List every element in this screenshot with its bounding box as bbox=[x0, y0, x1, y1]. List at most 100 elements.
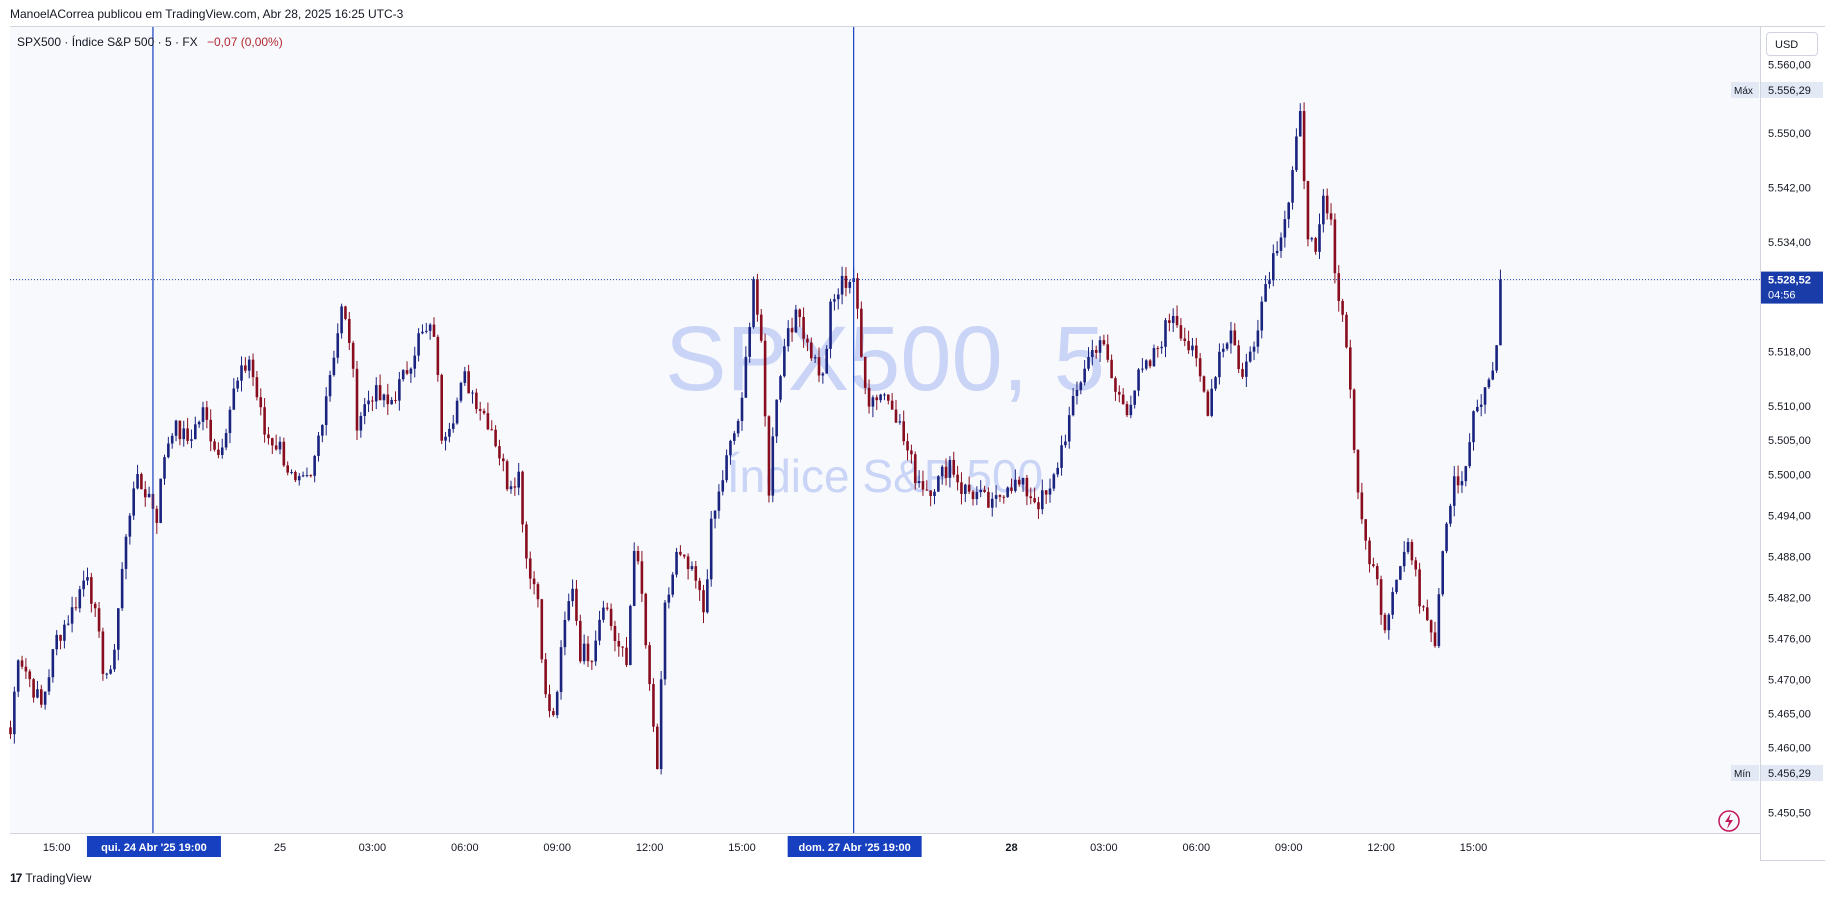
candle-body bbox=[217, 449, 220, 455]
candle-body bbox=[1083, 368, 1086, 383]
candle-body bbox=[848, 281, 852, 288]
candle-body bbox=[40, 689, 43, 705]
candle-body bbox=[448, 428, 451, 437]
candle-body bbox=[1017, 479, 1021, 485]
candle-body bbox=[652, 684, 655, 727]
candle-body bbox=[917, 481, 921, 484]
candle-body bbox=[733, 433, 736, 441]
candle-body bbox=[929, 490, 932, 497]
candle-body bbox=[1449, 505, 1452, 524]
candle-body bbox=[413, 355, 417, 369]
candle-body bbox=[686, 556, 690, 570]
candle-body bbox=[717, 491, 721, 511]
candle-body bbox=[390, 399, 393, 405]
candle-body bbox=[16, 660, 20, 692]
candle-body bbox=[813, 357, 817, 359]
candle-body bbox=[498, 446, 501, 459]
candle-body bbox=[940, 466, 944, 477]
price-axis[interactable] bbox=[1760, 27, 1825, 860]
candle-body bbox=[913, 454, 917, 484]
candle-body bbox=[1218, 351, 1221, 378]
candle-body bbox=[201, 407, 205, 422]
candle-body bbox=[355, 368, 359, 431]
candle-body bbox=[1152, 348, 1156, 367]
candle-body bbox=[671, 574, 674, 595]
candle-body bbox=[1433, 632, 1437, 647]
currency-button[interactable]: USD bbox=[1766, 32, 1818, 56]
candle-body bbox=[428, 324, 432, 331]
candle-body bbox=[436, 336, 440, 375]
candle-body bbox=[1248, 351, 1252, 362]
candle-body bbox=[1306, 181, 1310, 240]
candle-body bbox=[1368, 540, 1371, 565]
candle-body bbox=[1037, 502, 1040, 510]
candle-body bbox=[86, 577, 89, 581]
candle-body bbox=[90, 577, 93, 604]
candle-body bbox=[829, 301, 832, 349]
candle-body bbox=[706, 579, 709, 613]
candle-body bbox=[902, 421, 905, 442]
candle-body bbox=[567, 601, 571, 620]
date-marker-label: dom. 27 Abr '25 19:00 bbox=[799, 842, 911, 854]
candle-body bbox=[613, 625, 617, 642]
candle-body bbox=[1460, 481, 1464, 486]
candle-body bbox=[1168, 320, 1171, 323]
candle-body bbox=[1256, 330, 1260, 347]
plot-area[interactable] bbox=[10, 27, 1760, 833]
candle-body bbox=[609, 608, 613, 626]
low-price-label-bg bbox=[1761, 764, 1823, 781]
candle-body bbox=[51, 649, 55, 678]
candle-body bbox=[398, 379, 401, 401]
candle-body bbox=[532, 578, 536, 585]
time-tick-label: 09:00 bbox=[1275, 842, 1303, 854]
candle-body bbox=[47, 677, 51, 692]
last-price-badge bbox=[1761, 271, 1823, 304]
time-tick-label: 03:00 bbox=[1090, 842, 1118, 854]
candle-body bbox=[1052, 474, 1056, 489]
candle-body bbox=[790, 328, 794, 333]
price-tick-label: 5.510,00 bbox=[1768, 401, 1811, 413]
candle-body bbox=[1125, 404, 1129, 416]
candle-body bbox=[28, 671, 32, 680]
candle-body bbox=[625, 647, 628, 666]
candle-body bbox=[725, 455, 728, 481]
candle-body bbox=[471, 392, 474, 394]
candle-body bbox=[1310, 238, 1314, 240]
candle-body bbox=[990, 498, 994, 508]
candle-body bbox=[648, 645, 651, 685]
candle-body bbox=[82, 580, 85, 590]
tradingview-logo-icon: 17 bbox=[10, 871, 22, 885]
candle-body bbox=[174, 420, 178, 436]
candle-body bbox=[1302, 111, 1306, 182]
watermark-subtitle: Índice S&P 500 bbox=[727, 450, 1043, 502]
candle-body bbox=[898, 421, 902, 423]
candle-body bbox=[228, 409, 232, 434]
time-tick-label: 06:00 bbox=[451, 842, 479, 854]
candle-body bbox=[167, 443, 170, 458]
candle-body bbox=[756, 279, 759, 315]
candle-body bbox=[1160, 346, 1163, 349]
candle-body bbox=[1349, 347, 1352, 390]
candle-body bbox=[1041, 490, 1044, 510]
candle-body bbox=[1399, 566, 1402, 580]
price-tick-label: 5.476,00 bbox=[1768, 633, 1811, 645]
candle-body bbox=[1499, 279, 1502, 346]
candle-body bbox=[382, 394, 386, 401]
candle-body bbox=[1487, 379, 1491, 388]
candle-body bbox=[132, 488, 135, 516]
candle-body bbox=[1087, 357, 1090, 369]
candle-body bbox=[332, 357, 336, 376]
candle-body bbox=[155, 508, 159, 523]
candle-body bbox=[586, 643, 590, 662]
candle-body bbox=[1441, 551, 1444, 595]
candle-body bbox=[1283, 219, 1287, 238]
candle-body bbox=[1333, 219, 1337, 274]
candle-body bbox=[702, 590, 705, 613]
candle-body bbox=[124, 536, 128, 569]
candle-body bbox=[105, 673, 109, 675]
date-marker-badge bbox=[86, 836, 221, 857]
candle-body bbox=[163, 457, 166, 479]
symbol-legend[interactable]: SPX500 · Índice S&P 500 · 5 · FX −0,07 (… bbox=[17, 35, 283, 49]
candle-body bbox=[748, 327, 751, 357]
